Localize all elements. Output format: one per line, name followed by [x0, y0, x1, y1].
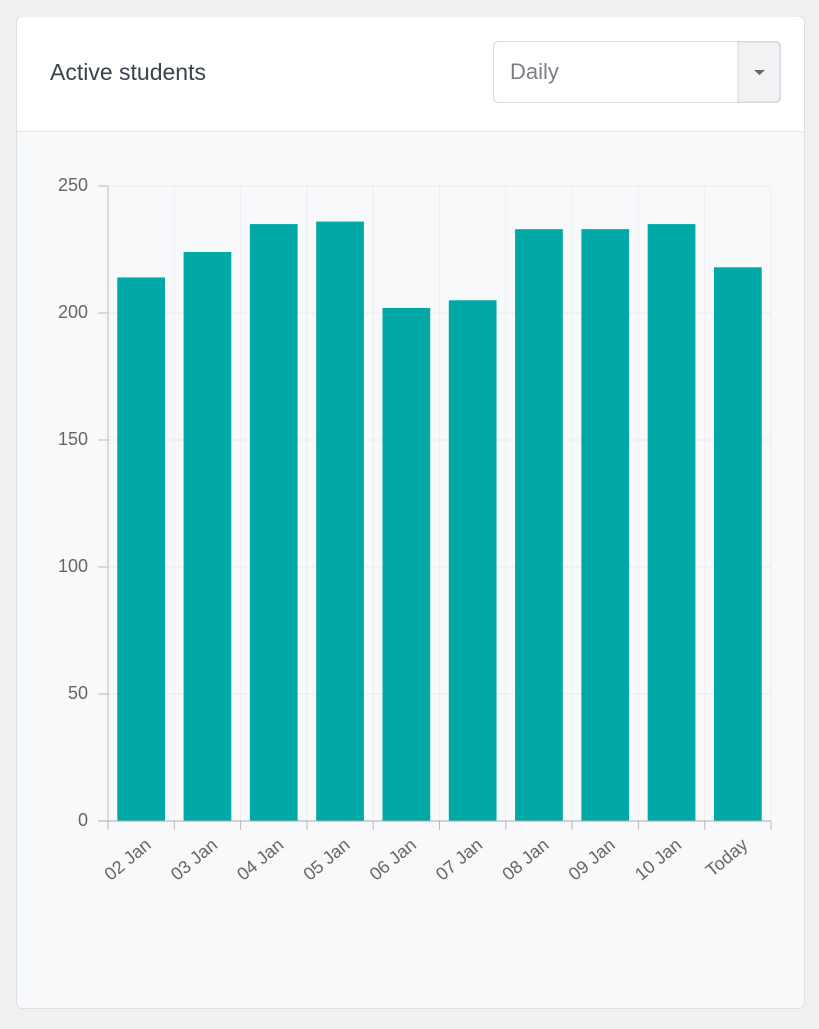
card-title: Active students [50, 59, 206, 85]
period-select[interactable]: Daily [493, 41, 781, 103]
y-tick-label: 150 [58, 429, 88, 449]
y-tick-label: 100 [58, 556, 88, 576]
bar [647, 224, 696, 822]
y-tick-label: 250 [58, 175, 88, 195]
y-tick-label: 0 [78, 810, 88, 830]
bar [117, 277, 166, 821]
bar [713, 267, 762, 821]
bar [382, 307, 431, 821]
bar [249, 224, 298, 822]
bar [581, 229, 630, 821]
y-tick-label: 200 [58, 302, 88, 322]
y-tick-label: 50 [68, 683, 88, 703]
caret [754, 70, 765, 75]
bar [316, 221, 364, 821]
bar [183, 252, 232, 822]
bar [448, 300, 497, 821]
select-value[interactable]: Daily [510, 59, 559, 84]
bar [515, 229, 563, 821]
